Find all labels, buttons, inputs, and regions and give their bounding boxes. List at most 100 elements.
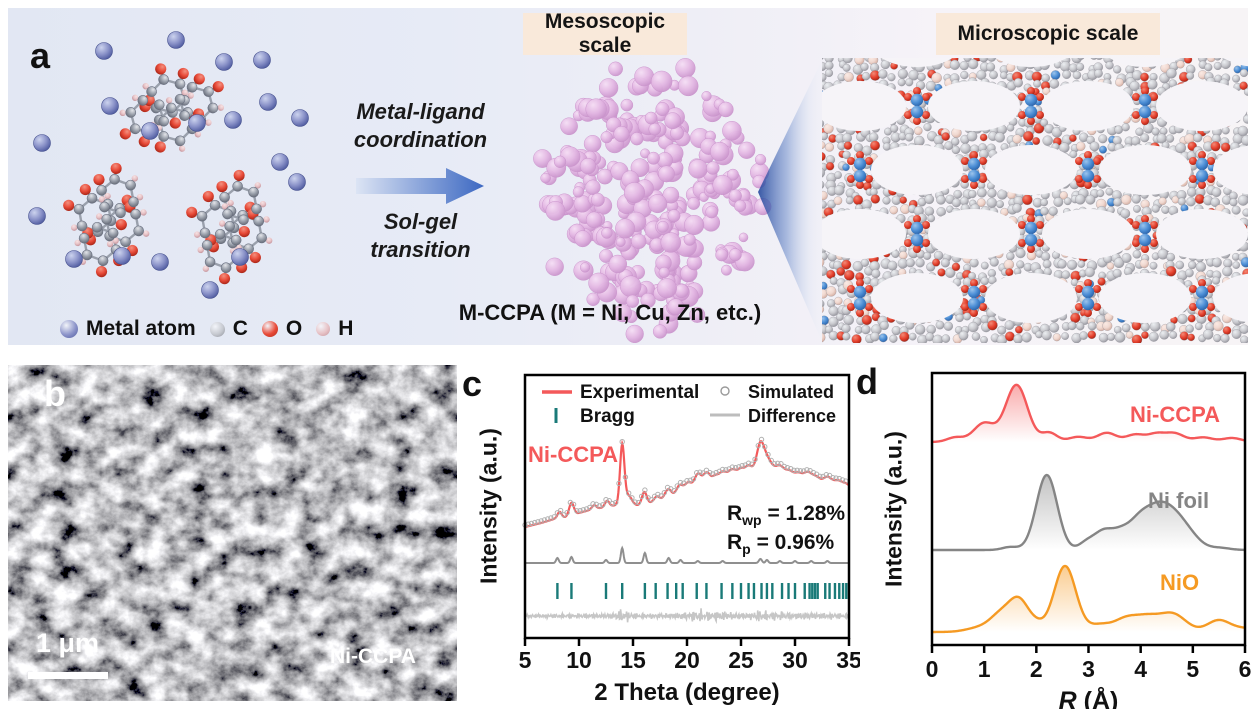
framework-oxygen — [856, 309, 864, 317]
carbon-atom — [196, 210, 208, 222]
carbon-atom — [219, 191, 230, 203]
oxygen-atom — [193, 73, 205, 85]
carbon-atom — [133, 225, 144, 237]
framework-oxygen — [856, 279, 864, 287]
carbon-sphere-icon — [209, 321, 225, 337]
framework-oxygen — [1132, 93, 1140, 101]
framework-pore — [871, 273, 963, 323]
atom-legend: Metal atom C O H — [60, 317, 353, 341]
carbon-atom — [201, 239, 213, 251]
framework-pore — [1042, 81, 1134, 131]
framework-oxygen — [1141, 87, 1149, 95]
carbon-atom — [220, 262, 232, 274]
framework-oxygen — [1132, 239, 1140, 247]
framework-oxygen — [979, 175, 987, 183]
framework-pore — [928, 209, 1020, 259]
carbon-label: C — [232, 317, 248, 340]
metal-atom-sphere-icon — [60, 320, 78, 338]
metal-atom — [141, 122, 159, 140]
framework-metal-node — [1195, 157, 1209, 171]
oxygen-atom — [154, 141, 166, 153]
framework-metal-node — [910, 221, 924, 235]
framework-metal-node — [1024, 105, 1038, 119]
microscopic-scale-tag: Microscopic scale — [936, 13, 1160, 55]
hydrogen-atom — [205, 119, 212, 126]
hydrogen-atom — [178, 145, 186, 152]
framework-oxygen — [1207, 303, 1215, 311]
bragg-ticks — [556, 583, 848, 599]
framework-pore — [985, 273, 1077, 323]
carbon-atom — [214, 228, 226, 240]
metal-atom — [215, 53, 233, 71]
x-tick-label: 15 — [620, 647, 646, 673]
framework-oxygen — [1027, 245, 1035, 253]
x-tick-label: 6 — [1239, 656, 1252, 682]
x-tick-label: 1 — [978, 656, 991, 682]
hydrogen-atom — [202, 265, 210, 272]
oxygen-atom — [63, 199, 75, 212]
metal-atom — [291, 109, 309, 127]
carbon-atom — [248, 186, 259, 198]
framework-metal-node — [967, 297, 981, 311]
carbon-atom — [251, 203, 262, 215]
framework-oxygen — [847, 285, 855, 293]
oxygen-atom — [249, 251, 261, 264]
framework-oxygen — [970, 279, 978, 287]
framework-oxygen — [1093, 157, 1101, 165]
framework-metal-node — [853, 157, 867, 171]
carbon-atom — [73, 203, 85, 215]
framework-pore — [881, 58, 953, 67]
framework-metal-node — [1138, 233, 1152, 247]
framework-oxygen — [904, 239, 912, 247]
framework-pore — [1213, 145, 1248, 195]
carbon-atom — [125, 179, 136, 191]
mccpa-formula: M-CCPA (M = Ni, Cu, Zn, etc.) — [458, 300, 762, 325]
hydrogen-atom — [265, 237, 273, 244]
metal-atom — [224, 111, 242, 129]
framework-oxygen — [922, 93, 930, 101]
framework-oxygen — [1207, 157, 1215, 165]
framework-metal-node — [1138, 221, 1152, 235]
framework-oxygen — [913, 117, 921, 125]
oxygen-atom — [177, 67, 189, 80]
framework-oxygen — [865, 157, 873, 165]
xrd-sample-label: Ni-CCPA — [528, 442, 618, 467]
framework-oxygen — [1027, 117, 1035, 125]
hydrogen-atom — [98, 196, 106, 203]
process-bottom-line1: Sol-gel — [383, 209, 458, 234]
hydrogen-atom — [104, 192, 111, 200]
framework-metal-node — [1024, 221, 1038, 235]
legend-label-bragg: Bragg — [580, 406, 635, 427]
sem-image — [8, 365, 457, 701]
framework-oxygen — [1093, 285, 1101, 293]
hydrogen-atom — [181, 89, 189, 97]
xrd-y-axis-title: Intensity (a.u.) — [475, 428, 502, 584]
framework-oxygen — [904, 111, 912, 119]
mesoscopic-gel-particle — [533, 58, 772, 344]
hydrogen-atom — [136, 193, 144, 201]
x-tick-label: 35 — [836, 647, 860, 673]
carbon-atom — [81, 249, 93, 261]
carbon-atom — [186, 81, 198, 93]
framework-metal-node — [1195, 169, 1209, 183]
framework-oxygen — [922, 239, 930, 247]
carbon-atom — [203, 86, 214, 97]
framework-oxygen — [904, 221, 912, 229]
framework-oxygen — [970, 151, 978, 159]
carbon-atom — [115, 207, 126, 219]
framework-metal-node — [1081, 285, 1095, 299]
zoom-cone — [758, 60, 822, 342]
framework-oxygen — [847, 157, 855, 165]
calculated-curve — [525, 545, 849, 564]
exafs-plot: Ni-CCPA Ni foil NiO 0 1 2 3 4 5 6 R (Å) — [926, 371, 1252, 709]
metal-atom — [167, 31, 185, 49]
panel-label-a: a — [30, 35, 51, 76]
series-label-2: NiO — [1160, 570, 1199, 595]
metal-atom — [113, 247, 131, 265]
panel-label-b: b — [44, 373, 66, 414]
legend-oxygen: O — [261, 317, 302, 341]
framework-pore — [1099, 273, 1191, 323]
oxygen-sphere-icon — [261, 321, 278, 337]
carbon-atom — [91, 221, 103, 233]
framework-pore — [1223, 58, 1248, 67]
